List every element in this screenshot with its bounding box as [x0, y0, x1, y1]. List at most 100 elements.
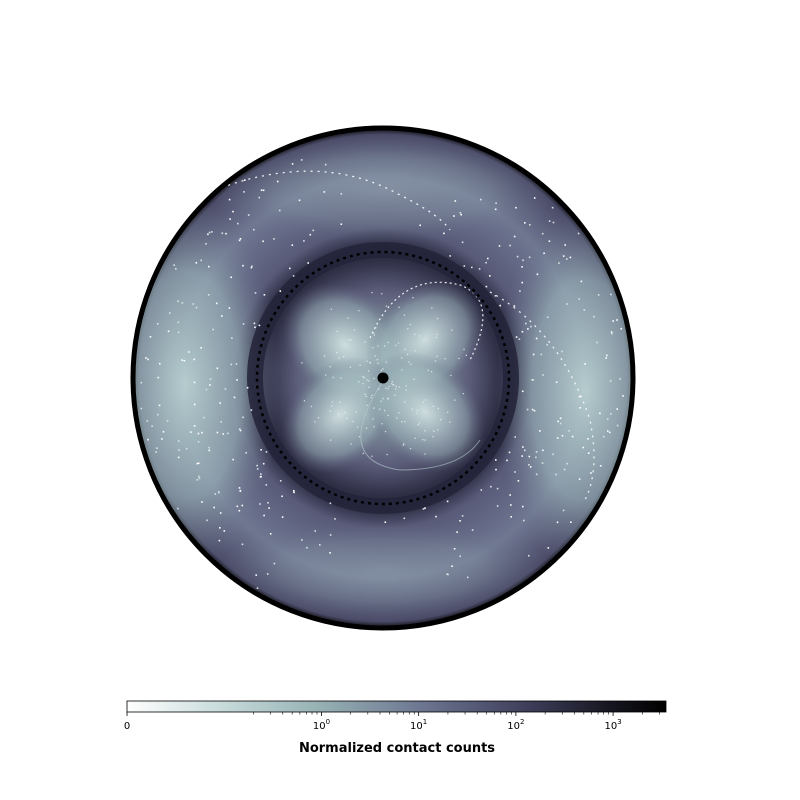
speckle — [193, 358, 195, 361]
speckle — [238, 487, 241, 489]
speckle — [385, 305, 388, 307]
speckle — [215, 302, 218, 305]
speckle — [562, 255, 565, 257]
speckle — [212, 328, 214, 331]
speckle — [281, 516, 284, 518]
speckle — [156, 447, 158, 449]
speckle — [529, 466, 532, 468]
speckle — [208, 231, 211, 234]
speckle — [373, 332, 375, 334]
speckle — [401, 357, 403, 359]
speckle — [147, 438, 149, 441]
speckle — [584, 363, 586, 365]
speckle — [207, 294, 210, 296]
speckle — [213, 506, 215, 509]
speckle — [340, 377, 342, 379]
speckle — [167, 330, 170, 333]
speckle — [230, 363, 233, 366]
speckle — [542, 449, 544, 452]
speckle — [258, 196, 261, 199]
speckle — [259, 476, 262, 478]
speckle — [528, 464, 530, 466]
speckle — [371, 291, 373, 294]
speckle — [265, 484, 268, 486]
speckle — [432, 405, 434, 408]
speckle — [265, 451, 268, 453]
speckle — [424, 453, 426, 455]
speckle-layer — [140, 159, 624, 589]
speckle — [411, 408, 413, 410]
speckle — [418, 335, 421, 337]
speckle — [352, 420, 354, 423]
speckle — [219, 512, 222, 514]
speckle — [444, 358, 446, 360]
speckle — [546, 343, 548, 346]
speckle — [200, 259, 202, 262]
speckle — [587, 438, 589, 440]
speckle — [561, 434, 564, 437]
speckle — [539, 430, 541, 432]
speckle — [355, 411, 357, 413]
speckle — [395, 385, 397, 387]
speckle — [401, 369, 403, 371]
speckle — [385, 387, 387, 389]
speckle — [229, 218, 231, 220]
speckle — [306, 546, 308, 549]
speckle — [458, 357, 460, 360]
speckle — [310, 405, 313, 408]
speckle — [528, 256, 531, 259]
speckle — [158, 404, 161, 407]
speckle — [397, 342, 400, 344]
speckle — [317, 417, 320, 419]
speckle — [177, 321, 180, 324]
speckle — [201, 431, 203, 434]
speckle — [314, 530, 316, 532]
speckle — [177, 300, 179, 303]
speckle — [372, 418, 374, 420]
speckle — [209, 384, 211, 386]
speckle — [391, 381, 393, 383]
speckle — [198, 475, 200, 478]
speckle — [532, 353, 535, 356]
speckle — [289, 267, 291, 270]
speckle — [195, 306, 198, 309]
speckle — [463, 348, 465, 350]
speckle — [606, 354, 608, 357]
speckle — [480, 198, 482, 201]
speckle — [551, 206, 554, 209]
speckle — [366, 404, 368, 406]
speckle — [157, 376, 160, 379]
speckle — [401, 421, 403, 423]
speckle — [364, 393, 366, 395]
speckle — [508, 451, 511, 454]
speckle — [145, 357, 147, 359]
speckle — [298, 199, 301, 202]
speckle — [232, 458, 234, 461]
speckle — [533, 409, 536, 412]
speckle — [414, 437, 416, 439]
speckle — [279, 480, 282, 482]
speckle — [267, 502, 269, 504]
speckle — [449, 421, 451, 423]
speckle — [177, 440, 180, 442]
speckle — [460, 213, 462, 216]
speckle — [337, 413, 339, 415]
speckle — [228, 307, 231, 309]
speckle — [388, 385, 390, 388]
outer-lobe-top — [203, 135, 563, 245]
speckle — [188, 351, 190, 353]
speckle — [178, 449, 180, 451]
speckle — [347, 317, 349, 319]
speckle — [521, 390, 524, 393]
speckle — [254, 326, 256, 329]
speckle — [599, 465, 602, 467]
speckle — [224, 388, 227, 390]
speckle — [269, 533, 272, 535]
speckle — [253, 228, 255, 231]
speckle — [303, 400, 306, 402]
speckle — [221, 232, 224, 234]
speckle — [273, 238, 275, 240]
speckle — [218, 539, 221, 542]
speckle — [547, 547, 550, 549]
speckle — [323, 191, 326, 193]
